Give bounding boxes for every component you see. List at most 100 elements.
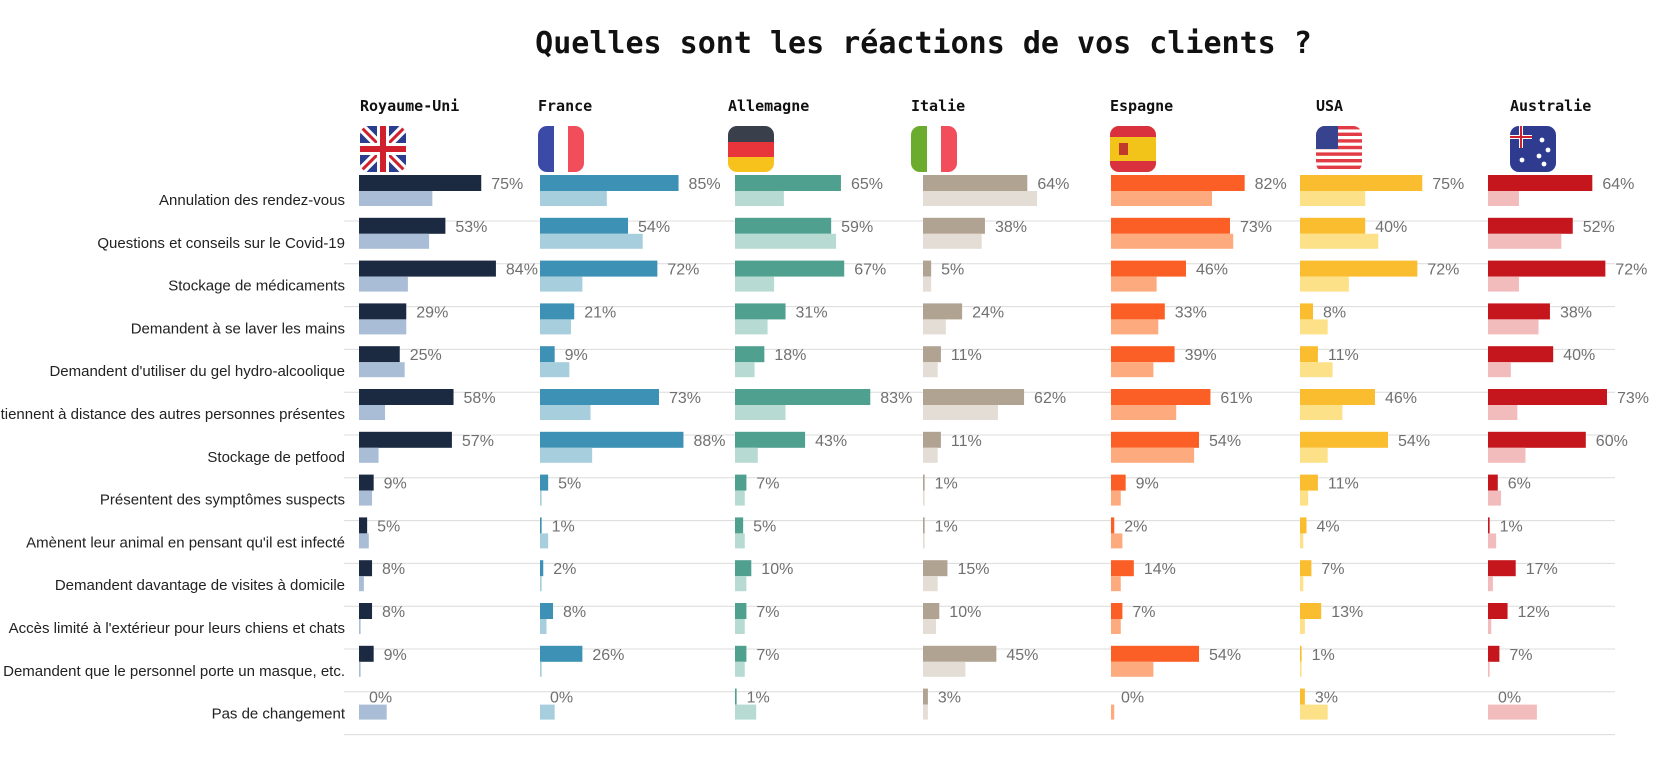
bar-secondary-Allemagne-6	[735, 447, 758, 463]
value-label: 31%	[796, 304, 828, 321]
bar-Allemagne-0	[735, 175, 841, 191]
bar-secondary-France-10	[540, 619, 547, 634]
value-label: 8%	[382, 604, 405, 621]
row-label: Questions et conseils sur le Covid-19	[97, 235, 345, 252]
value-label: 8%	[1323, 304, 1346, 321]
value-label: 72%	[1427, 262, 1459, 279]
bar-Allemagne-7	[735, 474, 747, 491]
bar-secondary-Italie-5	[923, 405, 998, 420]
flag-part	[1110, 126, 1156, 137]
flag-part	[1316, 126, 1362, 130]
bar-Espagne-4	[1111, 346, 1175, 363]
bar-Australie-4	[1488, 346, 1554, 363]
value-label: 8%	[563, 604, 586, 621]
value-label: 64%	[1602, 176, 1634, 193]
bar-secondary-Allemagne-7	[735, 490, 745, 506]
bar-secondary-Australie-1	[1488, 233, 1562, 249]
bar-Allemagne-3	[735, 303, 786, 320]
bar-secondary-Allemagne-2	[735, 276, 775, 292]
value-label: 5%	[558, 476, 581, 493]
bar-Italie-5	[923, 389, 1025, 405]
bar-secondary-Espagne-4	[1111, 362, 1154, 378]
country-name: Espagne	[1110, 97, 1173, 115]
bar-secondary-Royaume-Uni-4	[359, 362, 405, 378]
bar-secondary-Italie-10	[923, 619, 937, 634]
value-label: 21%	[584, 304, 616, 321]
bar-secondary-Espagne-10	[1111, 619, 1121, 634]
row-label: Stockage de petfood	[207, 449, 345, 466]
bar-Espagne-3	[1111, 303, 1165, 320]
value-label: 40%	[1375, 219, 1407, 236]
country-name: France	[538, 97, 592, 115]
bar-secondary-USA-10	[1300, 619, 1305, 634]
bar-secondary-Australie-7	[1488, 490, 1502, 506]
bar-Italie-1	[923, 217, 985, 234]
bar-France-0	[540, 175, 679, 191]
value-label: 75%	[491, 176, 523, 193]
bar-secondary-France-9	[540, 576, 542, 592]
flag-part	[538, 126, 554, 172]
usa-flag-icon	[1316, 126, 1362, 172]
bar-secondary-Italie-0	[923, 191, 1038, 206]
bar-secondary-Italie-1	[923, 233, 982, 249]
bar-secondary-France-11	[540, 661, 542, 677]
bar-Australie-9	[1488, 560, 1516, 577]
flag-part	[1316, 139, 1362, 143]
bar-Royaume-Uni-1	[359, 217, 446, 234]
country-name: USA	[1316, 97, 1343, 115]
bar-secondary-Royaume-Uni-1	[359, 233, 430, 249]
bar-secondary-Espagne-3	[1111, 319, 1159, 335]
value-label: 60%	[1596, 433, 1628, 450]
bar-USA-8	[1300, 517, 1307, 534]
bar-secondary-Australie-0	[1488, 191, 1519, 206]
value-label: 61%	[1220, 390, 1252, 407]
value-label: 54%	[1209, 647, 1241, 664]
france-flag-icon	[538, 126, 584, 172]
bar-Australie-0	[1488, 175, 1593, 191]
value-label: 3%	[938, 690, 961, 707]
bar-secondary-Australie-4	[1488, 362, 1511, 378]
flag-part	[1316, 165, 1362, 169]
row-label: Stockage de médicaments	[168, 278, 345, 295]
value-label: 72%	[1615, 262, 1647, 279]
bar-secondary-Italie-6	[923, 447, 938, 463]
bar-USA-3	[1300, 303, 1314, 320]
value-label: 17%	[1526, 561, 1558, 578]
row-label: Demandent à se laver les mains	[131, 320, 345, 337]
bar-secondary-France-12	[540, 704, 555, 720]
flag-part	[1316, 159, 1362, 163]
bar-secondary-Espagne-1	[1111, 233, 1234, 249]
bar-secondary-Australie-2	[1488, 276, 1519, 292]
value-label: 46%	[1196, 262, 1228, 279]
bar-secondary-Espagne-11	[1111, 661, 1154, 677]
country-name: Allemagne	[728, 97, 809, 115]
value-label: 38%	[995, 219, 1027, 236]
bar-Espagne-8	[1111, 517, 1115, 534]
bar-USA-6	[1300, 431, 1389, 448]
bar-secondary-France-4	[540, 362, 570, 378]
value-label: 53%	[455, 219, 487, 236]
bar-secondary-Italie-3	[923, 319, 946, 335]
bar-secondary-Royaume-Uni-12	[359, 704, 387, 720]
value-label: 39%	[1185, 347, 1217, 364]
bar-secondary-Royaume-Uni-6	[359, 447, 379, 463]
bar-secondary-Royaume-Uni-0	[359, 191, 433, 206]
flag-star	[1536, 153, 1542, 159]
value-label: 83%	[880, 390, 912, 407]
bar-secondary-Royaume-Uni-7	[359, 490, 373, 506]
bar-Allemagne-4	[735, 346, 765, 363]
flag-body	[360, 126, 406, 172]
bar-secondary-Australie-12	[1488, 704, 1537, 720]
bar-secondary-France-7	[540, 490, 542, 506]
bar-Royaume-Uni-4	[359, 346, 400, 363]
flag-part	[1316, 126, 1338, 149]
bar-secondary-Allemagne-9	[735, 576, 747, 592]
bar-secondary-Espagne-9	[1111, 576, 1121, 592]
bar-secondary-Italie-4	[923, 362, 938, 378]
bar-secondary-USA-5	[1300, 405, 1343, 420]
bar-Royaume-Uni-2	[359, 260, 496, 277]
flag-body	[538, 126, 584, 172]
flag-part	[360, 146, 406, 152]
bar-secondary-Allemagne-10	[735, 619, 745, 634]
bar-secondary-Australie-6	[1488, 447, 1526, 463]
